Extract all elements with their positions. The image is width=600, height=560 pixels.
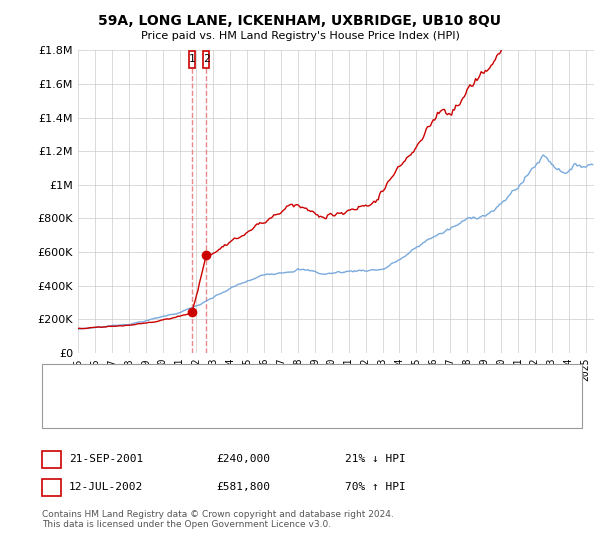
Text: 70% ↑ HPI: 70% ↑ HPI bbox=[345, 482, 406, 492]
Text: 1: 1 bbox=[48, 454, 55, 464]
Text: Contains HM Land Registry data © Crown copyright and database right 2024.
This d: Contains HM Land Registry data © Crown c… bbox=[42, 510, 394, 529]
Text: £581,800: £581,800 bbox=[216, 482, 270, 492]
Text: 1: 1 bbox=[189, 54, 196, 64]
Text: Price paid vs. HM Land Registry's House Price Index (HPI): Price paid vs. HM Land Registry's House … bbox=[140, 31, 460, 41]
Text: 59A, LONG LANE, ICKENHAM, UXBRIDGE, UB10 8QU: 59A, LONG LANE, ICKENHAM, UXBRIDGE, UB10… bbox=[98, 14, 502, 28]
Text: HPI: Average price, detached house, Hillingdon: HPI: Average price, detached house, Hill… bbox=[111, 405, 341, 416]
Text: £240,000: £240,000 bbox=[216, 454, 270, 464]
Text: 59A, LONG LANE, ICKENHAM, UXBRIDGE, UB10 8QU (detached house): 59A, LONG LANE, ICKENHAM, UXBRIDGE, UB10… bbox=[111, 377, 454, 387]
FancyBboxPatch shape bbox=[203, 51, 209, 68]
Text: 21% ↓ HPI: 21% ↓ HPI bbox=[345, 454, 406, 464]
Text: 2: 2 bbox=[48, 482, 55, 492]
Text: 12-JUL-2002: 12-JUL-2002 bbox=[69, 482, 143, 492]
Text: 2: 2 bbox=[203, 54, 209, 64]
Text: 21-SEP-2001: 21-SEP-2001 bbox=[69, 454, 143, 464]
FancyBboxPatch shape bbox=[189, 51, 195, 68]
